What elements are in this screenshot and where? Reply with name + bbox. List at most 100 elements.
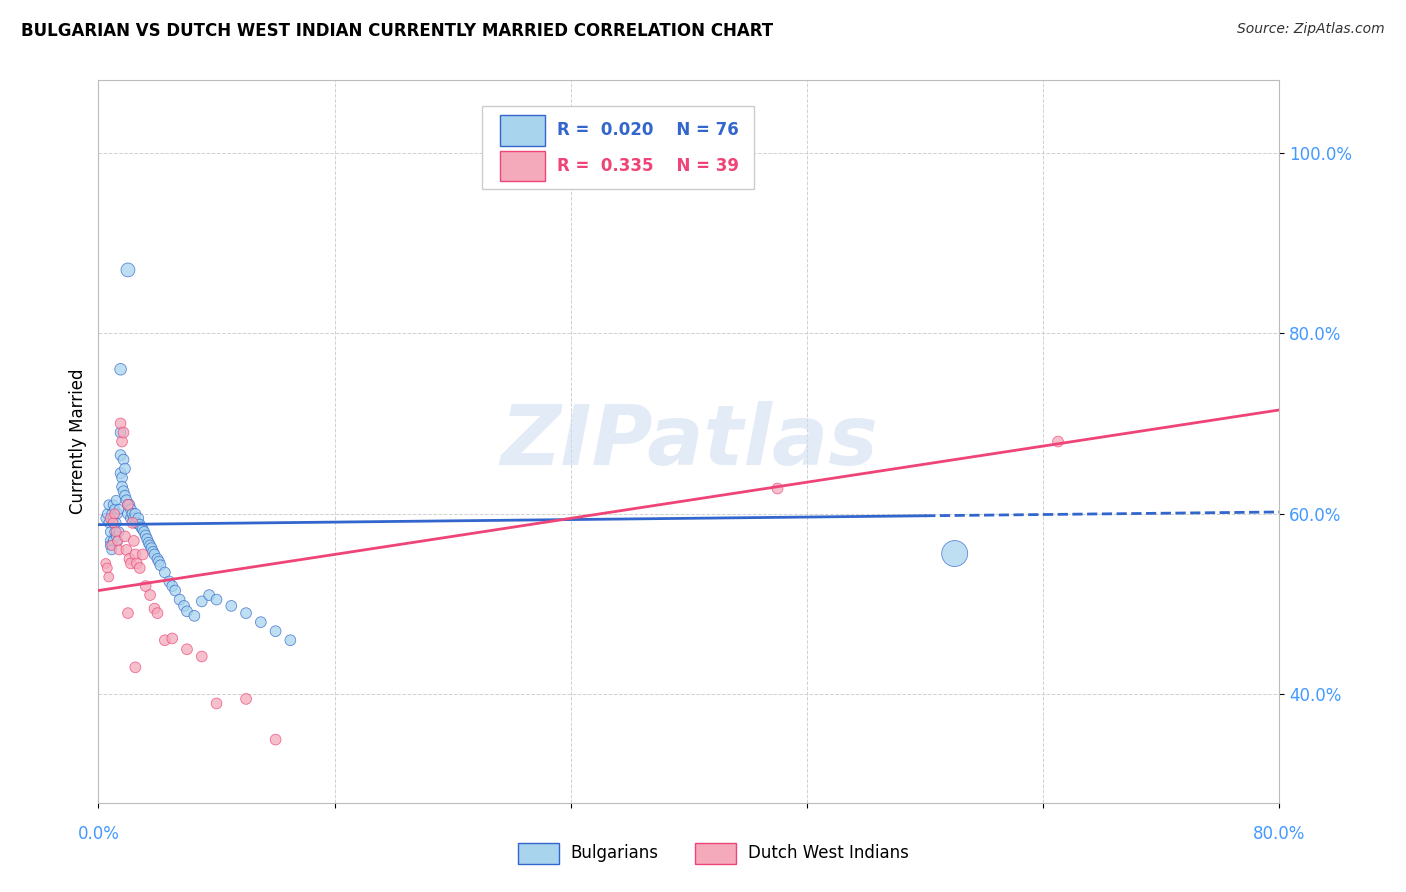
Point [153,566,176,580]
Point [162,632,183,646]
Text: Dutch West Indians: Dutch West Indians [748,845,908,863]
Point [107,533,129,548]
Point [105,493,128,508]
Point [135,528,157,542]
Text: 0.0%: 0.0% [77,825,120,843]
Point [124,548,146,562]
Point [169,592,191,607]
Point [117,498,139,512]
Point [143,601,166,615]
Point [117,606,139,620]
FancyBboxPatch shape [695,843,737,864]
Point [139,588,162,602]
Point [141,541,163,555]
Point [132,522,155,536]
Point [103,498,125,512]
Point [96,507,118,521]
Point [110,362,132,376]
Text: R =  0.335    N = 39: R = 0.335 N = 39 [557,157,738,175]
FancyBboxPatch shape [517,843,560,864]
Point [205,592,228,607]
Point [264,624,287,639]
Point [94,557,117,571]
Point [96,561,118,575]
Point [943,547,966,561]
Point [221,599,243,613]
Point [112,425,135,440]
Point [103,516,125,530]
Point [122,511,145,525]
Point [124,516,146,530]
Point [127,511,149,525]
Point [103,533,125,548]
FancyBboxPatch shape [501,151,546,181]
Point [134,524,156,539]
Point [108,502,131,516]
Point [280,633,302,648]
Point [176,642,198,657]
Point [125,557,148,571]
Text: R =  0.020    N = 76: R = 0.020 N = 76 [557,121,738,139]
FancyBboxPatch shape [482,105,754,189]
Point [124,660,146,674]
Point [110,448,132,462]
Point [111,471,134,485]
Point [120,511,142,525]
Point [115,542,138,557]
Point [120,502,142,516]
Point [110,417,132,431]
Point [125,516,148,530]
Point [117,498,139,512]
Point [766,482,789,496]
Point [198,588,221,602]
Text: 80.0%: 80.0% [1253,825,1306,843]
Point [104,524,127,539]
Point [118,498,141,512]
Point [114,529,136,543]
Point [111,434,134,449]
Point [110,425,132,440]
Point [135,579,157,593]
Point [142,545,165,559]
Point [112,452,135,467]
Point [264,732,287,747]
Point [110,466,132,480]
Point [111,480,134,494]
Point [107,533,129,548]
Y-axis label: Currently Married: Currently Married [69,368,87,515]
Point [100,542,122,557]
Point [146,606,169,620]
Point [235,692,257,706]
Point [108,524,131,539]
Point [183,608,205,623]
Point [173,599,195,613]
Point [143,548,166,562]
Point [176,604,198,618]
Point [121,507,143,521]
Point [191,594,214,608]
Point [104,507,127,521]
Point [112,484,135,499]
Point [98,538,121,552]
Point [98,533,121,548]
Point [120,557,142,571]
Point [108,542,131,557]
Point [162,579,183,593]
Point [153,633,176,648]
Point [105,524,128,539]
Point [114,461,136,475]
Point [104,502,127,516]
Point [117,263,139,277]
Point [105,529,128,543]
Point [97,516,120,530]
Point [107,507,129,521]
Point [132,548,155,562]
Point [118,552,141,566]
Point [94,511,117,525]
Point [128,517,150,532]
Text: Source: ZipAtlas.com: Source: ZipAtlas.com [1237,22,1385,37]
Point [148,555,170,569]
FancyBboxPatch shape [501,115,546,145]
Point [250,615,273,630]
Point [97,498,120,512]
